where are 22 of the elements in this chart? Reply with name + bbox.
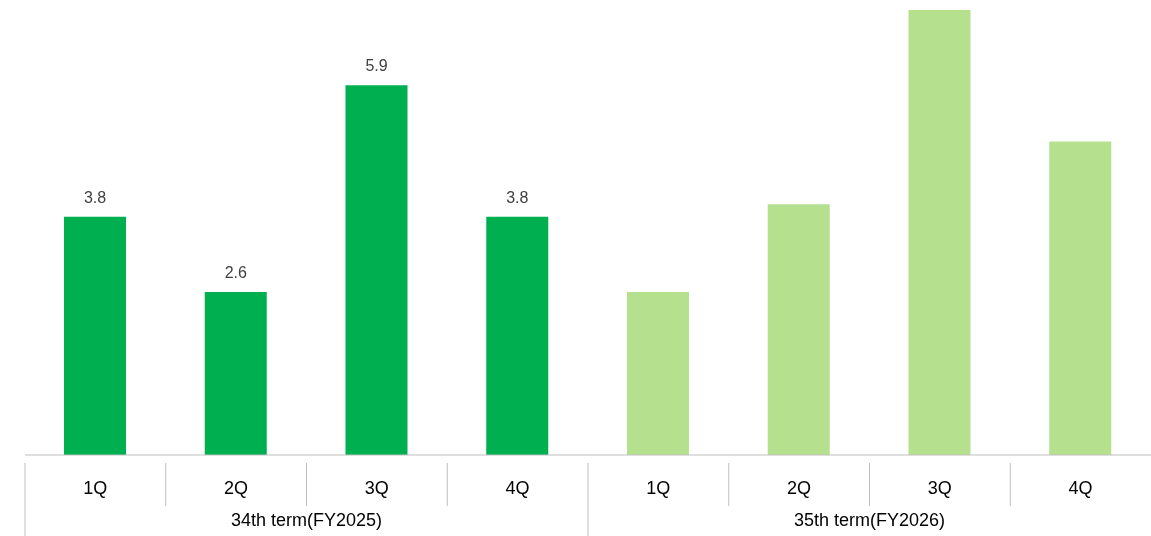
x-tick-label: 3Q xyxy=(364,478,389,498)
bar xyxy=(486,216,549,455)
x-tick-label: 4Q xyxy=(1068,478,1093,498)
data-label: 3.8 xyxy=(506,188,529,206)
x-tick-label: 1Q xyxy=(646,478,671,498)
x-tick-label: 2Q xyxy=(224,478,249,498)
bar xyxy=(64,216,126,455)
x-tick-label: 2Q xyxy=(787,478,812,498)
text: 35th term(FY2026) xyxy=(792,510,947,531)
bar xyxy=(204,292,267,455)
data-label: 3.8 xyxy=(83,188,107,206)
bar xyxy=(767,204,830,455)
x-tick-label: 3Q xyxy=(927,478,952,498)
data-label: 5.9 xyxy=(365,57,388,75)
x-tick-label: 4Q xyxy=(505,478,530,498)
bar xyxy=(627,292,689,455)
x-tick-label: 1Q xyxy=(83,478,108,498)
text: 34th term(FY2025) xyxy=(229,510,384,531)
data-label: 2.6 xyxy=(224,264,247,282)
bar xyxy=(908,10,971,455)
bar xyxy=(1049,141,1112,455)
bar xyxy=(345,85,408,455)
